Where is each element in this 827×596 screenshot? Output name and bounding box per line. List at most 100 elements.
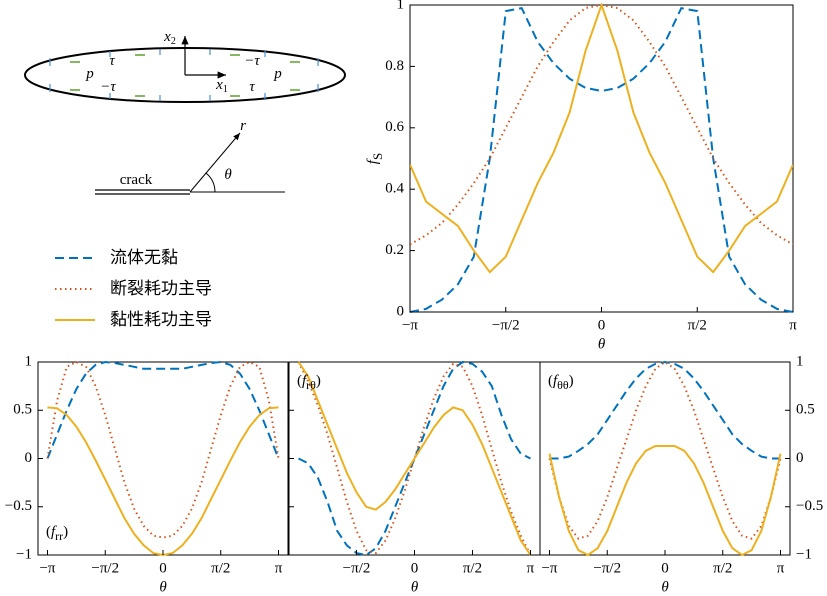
schematic-label: τ (109, 53, 115, 69)
legend-label: 黏性耗功主导 (110, 310, 212, 330)
label-text: p (85, 66, 94, 82)
panel-label: (frr) (46, 524, 68, 542)
x-tick-label: π/2 (713, 560, 732, 576)
series-line (297, 361, 532, 556)
schematic (24, 36, 346, 195)
y-tick-label: −1 (796, 546, 812, 562)
panel-label: (frθ) (297, 373, 321, 391)
x-tick-label: −π/2 (593, 560, 621, 576)
series-line (298, 360, 531, 557)
x-tick-label: −π (39, 560, 55, 576)
legend-label: 流体无黏 (110, 248, 178, 268)
y-tick-label: 0 (397, 303, 405, 319)
x-axis-label: θ (411, 579, 419, 595)
y-tick-label: 0.5 (796, 402, 815, 418)
legend-label: 断裂耗功主导 (110, 279, 212, 299)
x-tick-label: π/2 (688, 317, 707, 333)
y-axis-symbol: f (365, 158, 381, 164)
plot-area (46, 360, 280, 557)
label-subscript: 1 (223, 84, 228, 95)
schematic-label: r (240, 118, 246, 134)
panel-label-part: ( (297, 373, 302, 389)
series-line (410, 3, 793, 246)
label-text: x (215, 77, 223, 93)
y-tick-label: 1 (397, 0, 405, 12)
series-line (410, 6, 793, 313)
label-subscript: 2 (171, 36, 176, 47)
y-tick-label: 0.6 (385, 119, 404, 135)
label-text: τ (249, 79, 255, 95)
label-text: crack (120, 172, 153, 188)
panel-label-part: f (553, 373, 559, 389)
y-tick-label: −1 (16, 546, 32, 562)
r-vector (189, 132, 241, 193)
chart-panel: −π −π/2 0 π/2 π −1 −0.5 0 0.5 1 θ (frr) (5, 353, 289, 595)
schematic-label: x1 (215, 77, 228, 95)
x-axis-label: θ (661, 579, 669, 595)
x-tick-label: −π/2 (492, 317, 520, 333)
schematic-label: τ (249, 79, 255, 95)
x-tick-label: π (789, 317, 797, 333)
y-tick-label: −0.5 (796, 498, 823, 514)
x-tick-label: −π (541, 560, 557, 576)
series-line (47, 406, 279, 557)
panel-label-part: ( (548, 373, 553, 389)
y-tick-label: 0 (796, 450, 804, 466)
x-axis-label: θ (159, 579, 167, 595)
x-tick-label: π/2 (211, 560, 230, 576)
x-axis-label: θ (598, 336, 606, 352)
x-tick-label: 0 (661, 560, 669, 576)
chart-panel: −π −π/2 0 π/2 π 0 0.2 0.4 0.6 0.8 1 θ fS (365, 0, 797, 352)
x-tick-label: π (527, 560, 535, 576)
y-tick-label: 0.4 (385, 181, 404, 197)
schematic-label: crack (120, 172, 153, 188)
y-axis-subscript: S (370, 153, 385, 160)
panel-label-part: rr (55, 529, 63, 543)
x-tick-label: 0 (598, 317, 606, 333)
panel-label-part: ) (63, 524, 68, 540)
shear-arrows (70, 54, 300, 97)
series-line (549, 360, 781, 460)
schematic-label: p (85, 66, 94, 82)
plot-area (548, 360, 782, 557)
x-tick-label: 0 (159, 560, 167, 576)
label-text: −τ (100, 79, 116, 95)
y-axis-label: fS (365, 153, 385, 164)
plot-area (297, 360, 532, 557)
x-tick-label: −π (402, 317, 418, 333)
panel-label-part: f (51, 524, 57, 540)
x-tick-label: −π/2 (343, 560, 371, 576)
x-tick-label: π (275, 560, 283, 576)
y-tick-label: 1 (796, 353, 804, 369)
theta-arc (205, 172, 216, 193)
panel-label-part: ( (46, 524, 51, 540)
y-tick-label: 0.5 (13, 402, 32, 418)
y-tick-label: 0 (25, 450, 33, 466)
panel-label-part: rθ (306, 378, 316, 392)
label-text: x (163, 29, 171, 45)
x-tick-label: −π/2 (91, 560, 119, 576)
series-line (46, 360, 280, 459)
y-tick-label: 1 (25, 353, 33, 369)
series-line (46, 360, 280, 539)
panel-label: (fθθ) (548, 373, 574, 391)
y-tick-label: 0.8 (385, 58, 404, 74)
y-tick-label: 0.2 (385, 242, 404, 258)
x-tick-label: 0 (411, 560, 419, 576)
y-tick-label: −0.5 (5, 498, 32, 514)
label-text: p (273, 66, 282, 82)
panel-label-part: ) (569, 373, 574, 389)
panel-label-part: f (302, 373, 308, 389)
plot-frame (539, 361, 791, 556)
series-line (548, 445, 782, 557)
chart-panel: −π −π/2 0 π/2 π −1 −0.5 0 0.5 1 θ (fθθ) (539, 353, 823, 595)
chart-panel: −π/2 0 π/2 π θ (frθ) (288, 360, 541, 595)
x-tick-label: π/2 (463, 560, 482, 576)
schematic-label: θ (224, 167, 232, 183)
pressure-arrows (49, 49, 319, 101)
schematic-label: x2 (163, 29, 176, 47)
plot-area (410, 3, 793, 313)
